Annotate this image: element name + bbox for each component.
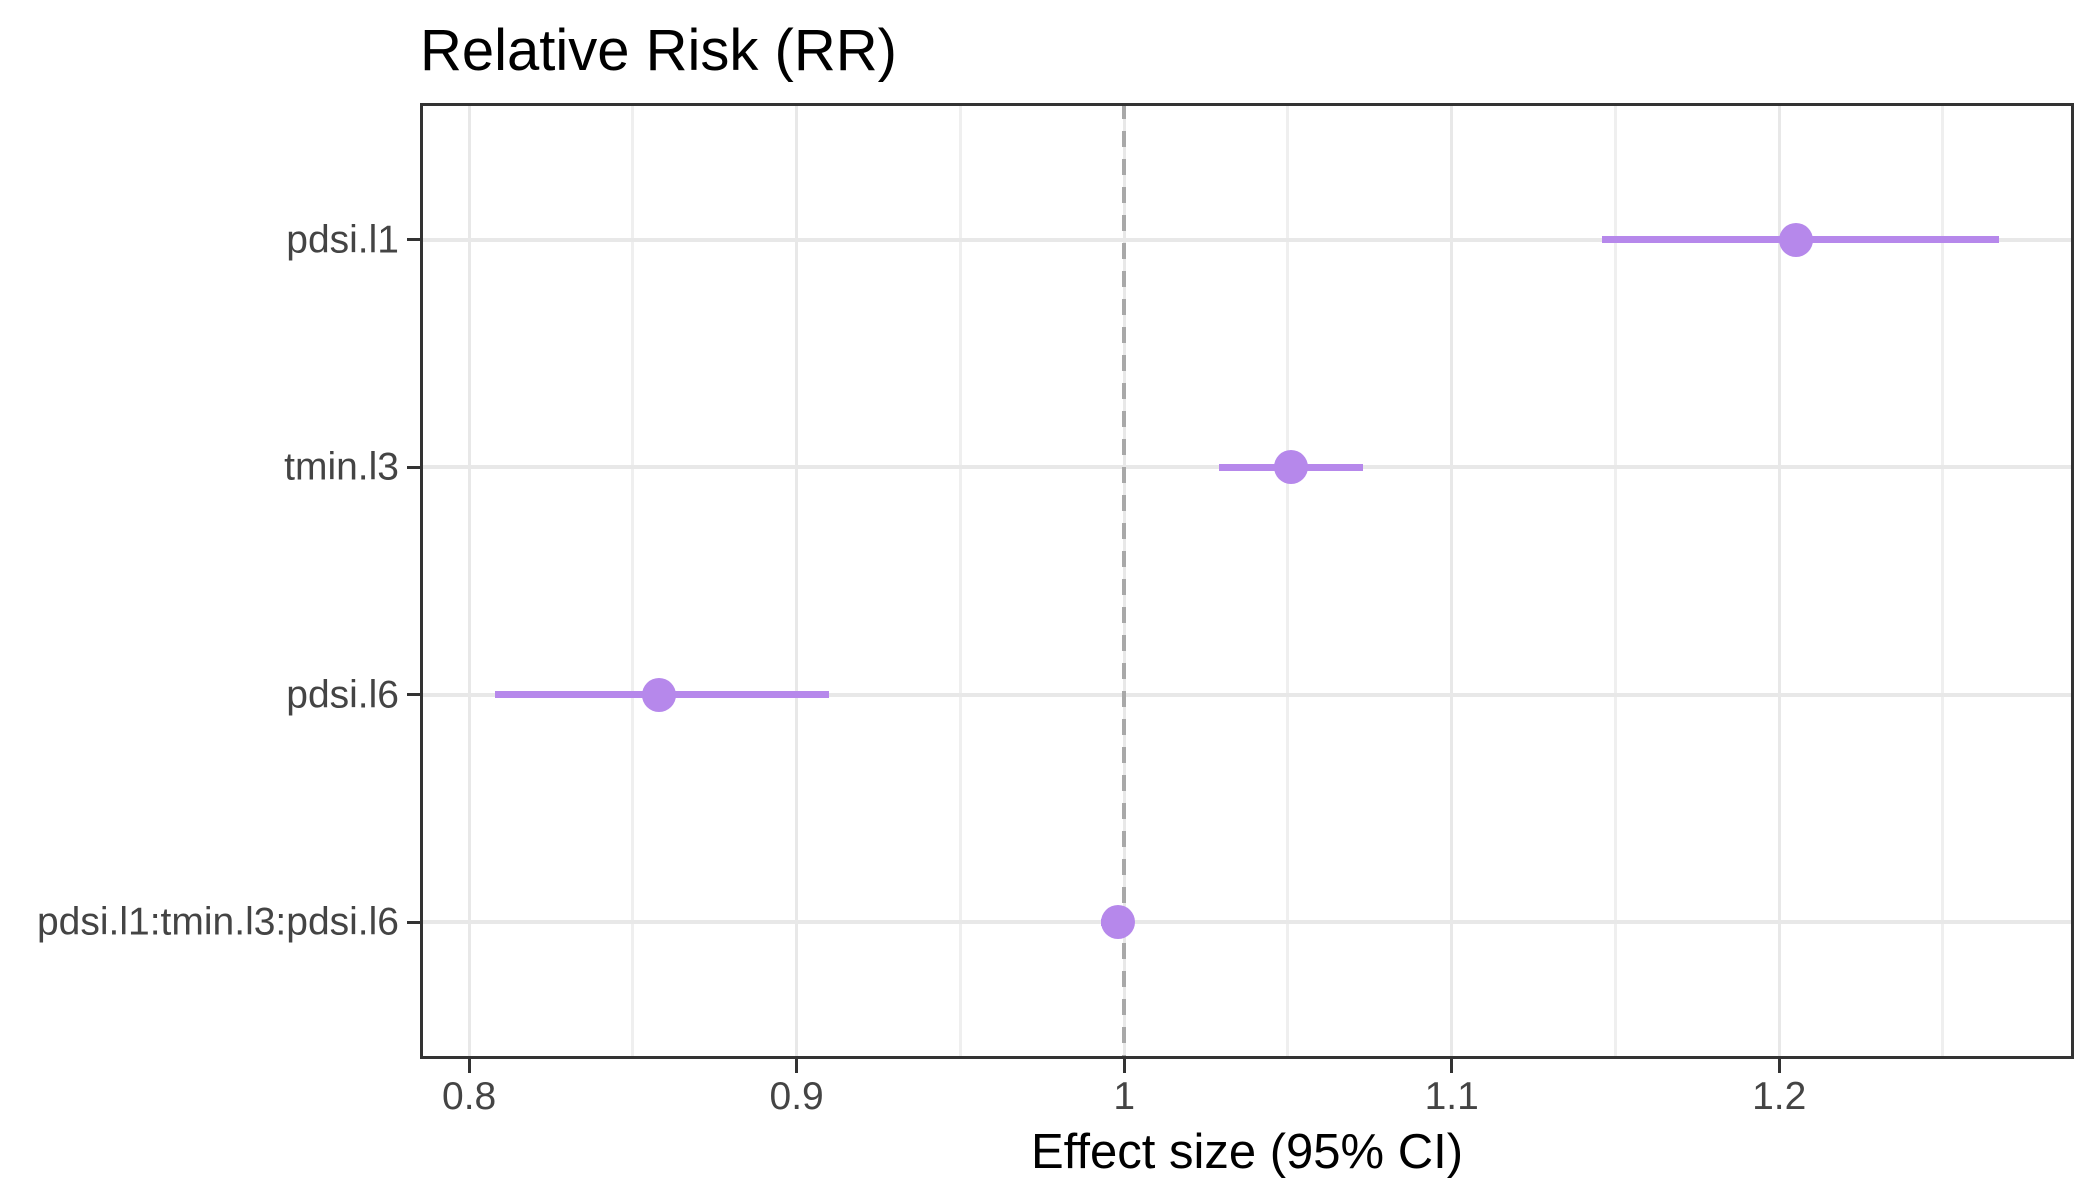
reference-line: [1122, 103, 1127, 1059]
y-axis-tick-mark: [407, 920, 420, 924]
data-point: [1274, 450, 1309, 485]
gridline-vertical-major: [467, 103, 471, 1059]
gridline-vertical-major: [1777, 103, 1781, 1059]
gridline-vertical-minor: [1286, 103, 1290, 1059]
y-axis-category-label: pdsi.l1:tmin.l3:pdsi.l6: [36, 900, 399, 944]
y-axis-tick-mark: [407, 693, 420, 697]
y-axis-tick-mark: [407, 465, 420, 469]
plot-panel: [420, 103, 2074, 1059]
gridline-horizontal-major: [420, 692, 2074, 697]
data-point: [1778, 222, 1813, 257]
gridline-vertical-minor: [958, 103, 962, 1059]
x-axis-tick-label: 0.8: [442, 1075, 497, 1118]
x-axis-tick-mark: [467, 1059, 471, 1073]
gridline-vertical-minor: [1941, 103, 1945, 1059]
x-axis-tick-label: 1.1: [1424, 1075, 1479, 1118]
y-axis-category-label: tmin.l3: [284, 445, 399, 489]
x-axis-tick-mark: [795, 1059, 799, 1073]
gridline-horizontal-major: [420, 920, 2074, 925]
y-axis-category-label: pdsi.l6: [286, 673, 399, 717]
y-axis-category-label: pdsi.l1: [286, 218, 399, 262]
x-axis-tick-mark: [1777, 1059, 1781, 1073]
gridline-horizontal-major: [420, 237, 2074, 242]
x-axis-tick-label: 1.2: [1752, 1075, 1807, 1118]
x-axis-tick-label: 0.9: [769, 1075, 824, 1118]
gridline-vertical-minor: [631, 103, 635, 1059]
x-axis-tick-mark: [1450, 1059, 1454, 1073]
x-axis-tick-mark: [1122, 1059, 1126, 1073]
data-point: [642, 677, 677, 712]
plot-title: Relative Risk (RR): [420, 18, 897, 83]
x-axis-tick-label: 1: [1113, 1075, 1136, 1118]
y-axis-tick-mark: [407, 238, 420, 242]
gridline-vertical-minor: [1613, 103, 1617, 1059]
gridline-vertical-major: [795, 103, 799, 1059]
gridline-vertical-major: [1450, 103, 1454, 1059]
data-point: [1100, 905, 1135, 940]
x-axis-title: Effect size (95% CI): [1030, 1125, 1464, 1179]
